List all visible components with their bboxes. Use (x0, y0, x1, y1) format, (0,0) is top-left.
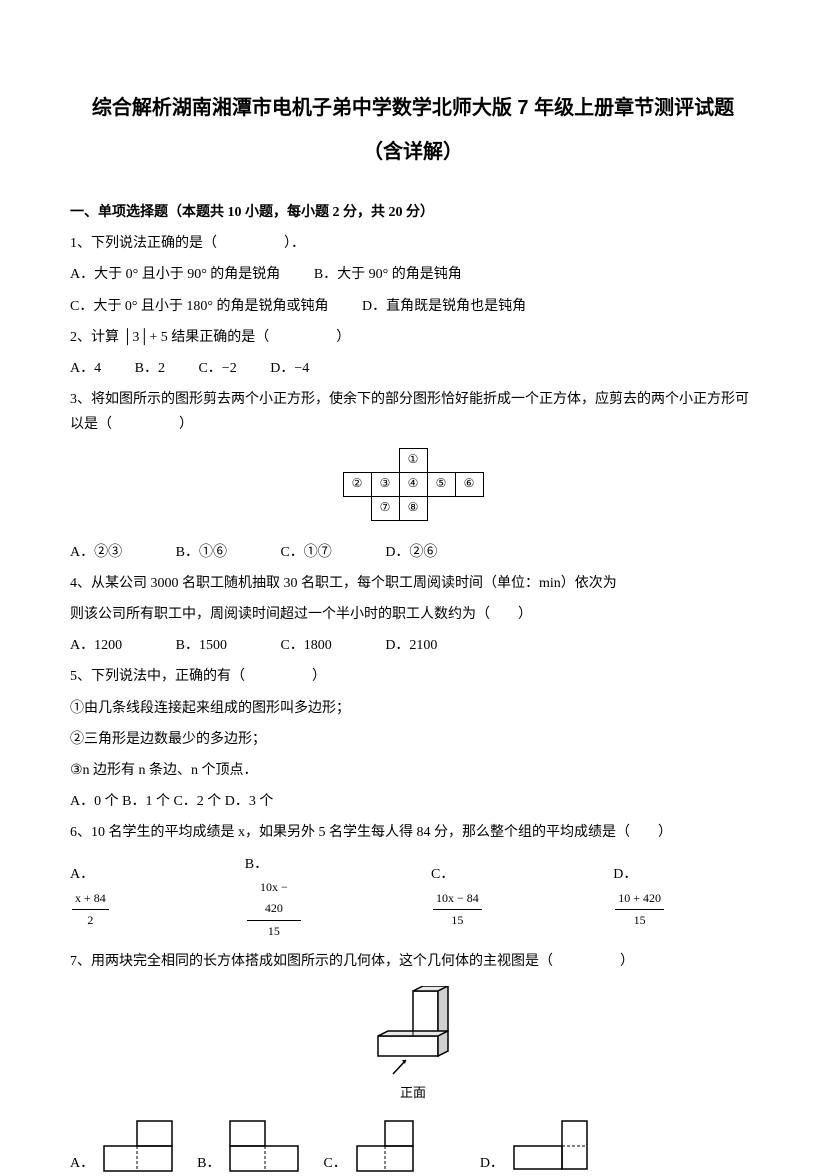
q1-options-row1: A．大于 0° 且小于 90° 的角是锐角 B．大于 90° 的角是钝角 (70, 262, 756, 287)
q2-optA: A．4 (70, 361, 101, 376)
q4-optC: C．1800 (280, 638, 331, 653)
q2-optB: B．2 (135, 361, 165, 376)
net-cell-7: ⑦ (371, 496, 399, 520)
q3-figure: ① ② ③ ④ ⑤ ⑥ ⑦ ⑧ (70, 448, 756, 530)
q2-optD: D．−4 (270, 361, 309, 376)
q4-stem: 4、从某公司 3000 名职工随机抽取 30 名职工，每个职工周阅读时间（单位：… (70, 571, 756, 596)
q5-stem: 5、下列说法中，正确的有（ ） (70, 664, 756, 689)
page-title: 综合解析湖南湘潭市电机子弟中学数学北师大版 7 年级上册章节测评试题 (70, 90, 756, 126)
view-B-icon (228, 1116, 303, 1176)
q4-optB: B．1500 (176, 638, 227, 653)
q3-optB: B．①⑥ (176, 545, 227, 560)
net-cell-1: ① (399, 448, 427, 472)
q5-s2: ②三角形是边数最少的多边形； (70, 727, 756, 752)
net-cell-8: ⑧ (399, 496, 427, 520)
net-cell-2: ② (343, 472, 371, 496)
net-cell-6: ⑥ (455, 472, 483, 496)
q4-line2: 则该公司所有职工中，周阅读时间超过一个半小时的职工人数约为（ ） (70, 602, 756, 627)
q7-options: A． B． C． D． (70, 1116, 756, 1176)
page-subtitle: （含详解） (70, 134, 756, 170)
section-header: 一、单项选择题（本题共 10 小题，每小题 2 分，共 20 分） (70, 200, 756, 225)
q5-s3: ③n 边形有 n 条边、n 个顶点． (70, 758, 756, 783)
q6-stem: 6、10 名学生的平均成绩是 x，如果另外 5 名学生每人得 84 分，那么整个… (70, 820, 756, 845)
q7-optB: B． (197, 1116, 303, 1176)
q3-optC: C．①⑦ (280, 545, 331, 560)
q5-options: A．0 个 B．1 个 C．2 个 D．3 个 (70, 789, 756, 814)
q1-stem: 1、下列说法正确的是（ ）． (70, 231, 756, 256)
q4-optA: A．1200 (70, 638, 122, 653)
q1-optC: C．大于 0° 且小于 180° 的角是锐角或钝角 (70, 299, 329, 314)
view-C-icon (355, 1116, 420, 1176)
q2-stem: 2、计算 │3│+ 5 结果正确的是（ ） (70, 325, 756, 350)
q4-optD: D．2100 (385, 638, 437, 653)
q6-optB: B． 10x − 42015 (245, 852, 361, 943)
view-A-icon (102, 1116, 177, 1176)
view-D-icon (512, 1116, 602, 1176)
q6-options: A． x + 842 B． 10x − 42015 C． 10x − 8415 … (70, 852, 756, 943)
q7-optD: D． (480, 1116, 602, 1176)
front-label: 正面 (70, 1081, 756, 1104)
q1-optD: D．直角既是锐角也是钝角 (362, 299, 526, 314)
q7-stem: 7、用两块完全相同的长方体搭成如图所示的几何体，这个几何体的主视图是（ ） (70, 949, 756, 974)
q6-optA: A． x + 842 (70, 862, 175, 931)
q1-optA: A．大于 0° 且小于 90° 的角是锐角 (70, 267, 280, 282)
q1-optB: B．大于 90° 的角是钝角 (314, 267, 462, 282)
q6-optC: C． 10x − 8415 (431, 862, 543, 931)
q7-optA: A． (70, 1116, 177, 1176)
q6-optD: D． 10 + 42015 (613, 862, 726, 931)
q3-optA: A．②③ (70, 545, 122, 560)
q7-3d-figure: 正面 (70, 986, 756, 1104)
net-cell-4: ④ (399, 472, 427, 496)
q2-optC: C．−2 (198, 361, 236, 376)
q7-optC: C． (323, 1116, 419, 1176)
q3-optD: D．②⑥ (385, 545, 437, 560)
q1-options-row2: C．大于 0° 且小于 180° 的角是锐角或钝角 D．直角既是锐角也是钝角 (70, 294, 756, 319)
q3-stem: 3、将如图所示的图形剪去两个小正方形，使余下的部分图形恰好能折成一个正方体，应剪… (70, 387, 756, 437)
q3-options: A．②③ B．①⑥ C．①⑦ D．②⑥ (70, 540, 756, 565)
q2-options: A．4 B．2 C．−2 D．−4 (70, 356, 756, 381)
net-cell-3: ③ (371, 472, 399, 496)
q5-s1: ①由几条线段连接起来组成的图形叫多边形； (70, 696, 756, 721)
q4-options: A．1200 B．1500 C．1800 D．2100 (70, 633, 756, 658)
net-cell-5: ⑤ (427, 472, 455, 496)
